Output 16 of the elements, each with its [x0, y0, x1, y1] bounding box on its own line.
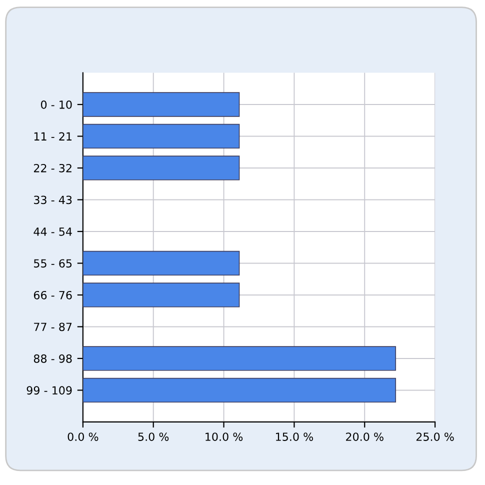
x-tick-label: 0.0 % — [68, 432, 98, 441]
x-tick-label: 5.0 % — [138, 432, 169, 441]
y-tick-label: 22 - 32 — [34, 164, 72, 172]
x-tick-label: 25.0 % — [416, 432, 454, 441]
y-tick-label: 99 - 109 — [26, 386, 72, 395]
y-tick-label: 11 - 21 — [34, 132, 72, 140]
x-tick-label: 20.0 % — [346, 432, 384, 441]
x-tick-label: 15.0 % — [276, 432, 314, 441]
y-tick-label: 0 - 10 — [40, 100, 72, 109]
x-tick-label: 10.0 % — [206, 432, 243, 441]
y-tick-label: 44 - 54 — [34, 228, 72, 236]
y-tick-label: 55 - 65 — [34, 259, 72, 268]
y-tick-label: 88 - 98 — [34, 354, 72, 363]
y-tick-label: 33 - 43 — [34, 196, 72, 204]
y-tick-label: 66 - 76 — [34, 290, 72, 300]
y-tick-label: 77 - 87 — [34, 322, 72, 332]
